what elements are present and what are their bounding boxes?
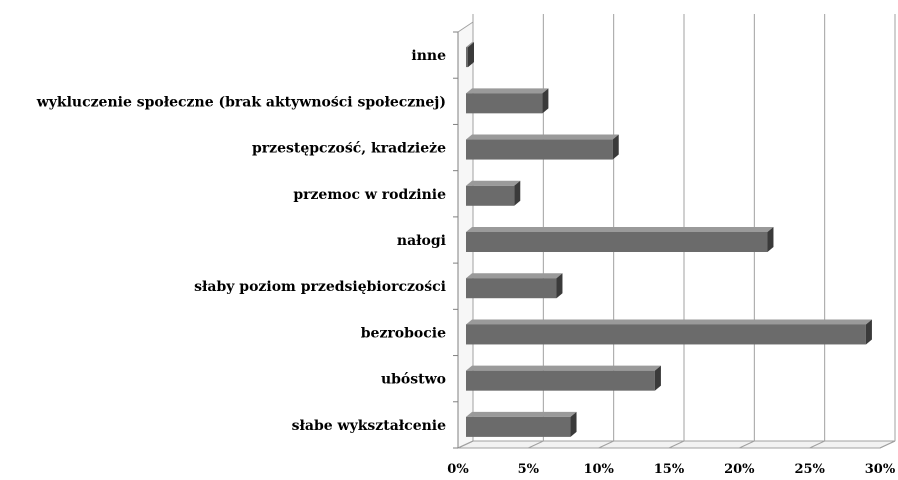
bar-end (542, 88, 549, 114)
x-tick-label: 0% (447, 462, 469, 477)
bar-top (466, 319, 872, 325)
bar-front (466, 324, 866, 345)
floor-gridline (809, 440, 825, 449)
bar-top (466, 365, 661, 371)
bar (466, 42, 474, 68)
bar-end (514, 180, 521, 206)
bar-front (466, 370, 655, 391)
bar-top (466, 273, 563, 279)
category-labels: inne wykluczenie społeczne (brak aktywnoś… (36, 48, 446, 434)
bar-top (466, 88, 549, 94)
x-tick-label: 5% (518, 462, 540, 477)
x-tick-label: 25% (794, 462, 825, 477)
bar-front (466, 185, 515, 206)
bar-end (767, 227, 774, 252)
category-label: inne (411, 48, 446, 64)
category-label: nałogi (397, 233, 446, 249)
bar-end (654, 365, 661, 391)
bar (466, 365, 661, 391)
bar-top (466, 134, 619, 140)
x-tick-label: 10% (583, 462, 614, 477)
floor-gridline (598, 440, 614, 449)
bar-top (466, 227, 774, 232)
floor-gridline (879, 440, 896, 449)
floor-gridline (739, 440, 755, 449)
bar-front (466, 139, 613, 160)
category-axis (453, 31, 459, 449)
bar (466, 134, 619, 160)
bar-end (570, 411, 577, 437)
floor-gridline (457, 440, 474, 449)
x-tick-label: 30% (865, 462, 896, 477)
bar-end (468, 42, 474, 68)
bar (466, 88, 549, 114)
category-label: słaby poziom przedsiębiorczości (194, 279, 446, 295)
bar (466, 319, 872, 345)
bar-front (466, 416, 571, 437)
bars (466, 42, 872, 437)
bar (466, 180, 521, 206)
x-tick-label: 20% (724, 462, 755, 477)
bar-end (612, 134, 619, 160)
bar-end (556, 273, 563, 299)
category-label: przestępczość, kradzieże (252, 141, 446, 157)
category-label: ubóstwo (381, 372, 446, 388)
bar-front (466, 232, 768, 252)
bar (466, 411, 577, 437)
bar-top (466, 411, 577, 417)
floor-gridline (668, 440, 685, 449)
x-tick-labels: 0% 5% 10% 15% 20% 25% 30% (447, 462, 896, 477)
floor-gridline (528, 440, 544, 449)
bar-front (466, 278, 557, 299)
bar-top (466, 180, 521, 186)
bar-front (466, 93, 543, 114)
bar (466, 273, 563, 299)
x-tick-label: 15% (654, 462, 685, 477)
category-label: słabe wykształcenie (292, 418, 446, 434)
category-label: bezrobocie (361, 325, 446, 341)
category-label: przemoc w rodzinie (293, 187, 446, 203)
bar (466, 227, 774, 252)
bar-top (466, 42, 474, 48)
bar-front (466, 47, 468, 68)
bar-end (865, 319, 872, 345)
category-label: wykluczenie społeczne (brak aktywności s… (36, 94, 446, 110)
